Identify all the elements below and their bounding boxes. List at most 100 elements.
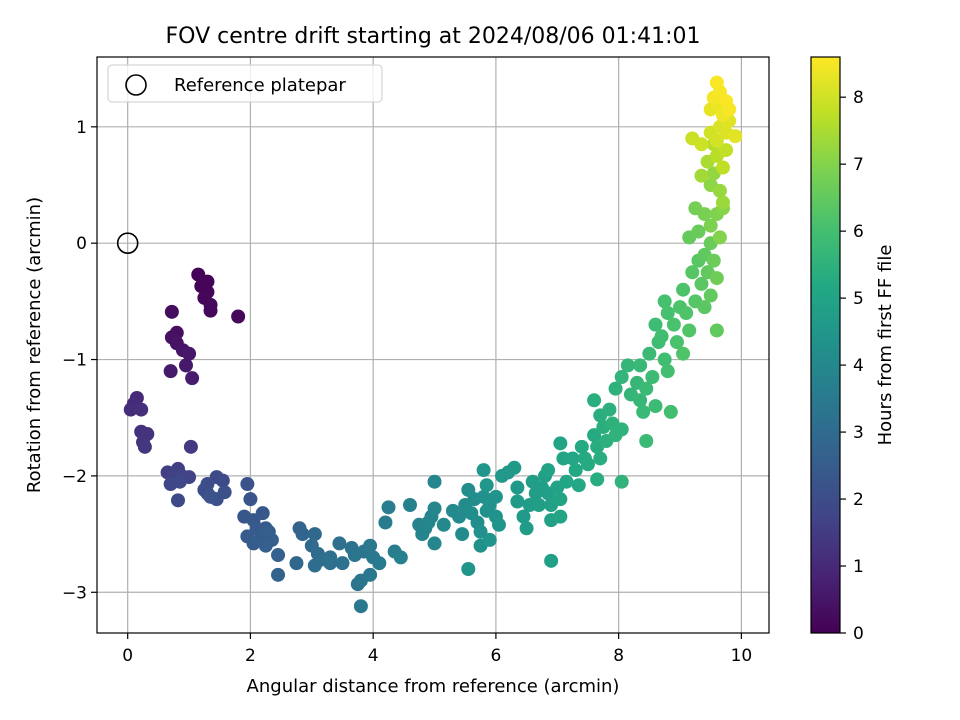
scatter-point: [182, 346, 197, 361]
data-points: [123, 75, 743, 614]
scatter-point: [307, 527, 322, 542]
scatter-point: [482, 532, 497, 547]
scatter-point: [363, 567, 378, 582]
scatter-point: [614, 422, 629, 437]
scatter-point: [715, 160, 730, 175]
scatter-point: [178, 358, 193, 373]
scatter-point: [215, 473, 230, 488]
scatter-point: [648, 317, 663, 332]
x-tick-label: 6: [490, 646, 501, 666]
scatter-point: [697, 300, 712, 315]
scatter-point: [669, 335, 684, 350]
scatter-point: [633, 358, 648, 373]
legend: Reference platepar: [107, 64, 383, 103]
legend-marker-icon: [125, 74, 147, 96]
scatter-point: [510, 494, 525, 509]
scatter-point: [363, 538, 378, 553]
scatter-point: [507, 460, 522, 475]
scatter-point: [645, 370, 660, 384]
scatter-point: [488, 489, 503, 504]
scatter-point: [580, 457, 595, 472]
y-tick-label: 0: [76, 234, 87, 254]
scatter-point: [712, 230, 727, 245]
scatter-point: [255, 506, 270, 521]
scatter-point: [660, 364, 675, 379]
scatter-point: [691, 224, 706, 239]
scatter-point: [719, 143, 734, 158]
scatter-point: [709, 133, 724, 148]
x-tick-label: 2: [245, 646, 256, 666]
scatter-point: [123, 402, 138, 417]
scatter-point: [332, 536, 347, 551]
plot-frame: [96, 56, 770, 634]
chart-title: FOV centre drift starting at 2024/08/06 …: [166, 24, 701, 49]
scatter-point: [163, 364, 178, 379]
scatter-point: [593, 451, 608, 466]
scatter-point: [436, 517, 451, 532]
scatter-point: [639, 434, 654, 448]
y-tick-label: −2: [62, 467, 87, 487]
scatter-point: [473, 524, 488, 539]
scatter-point: [602, 402, 617, 417]
scatter-point: [381, 500, 396, 515]
scatter-point: [461, 562, 476, 576]
scatter-point: [633, 393, 648, 408]
scatter-point: [709, 323, 724, 338]
scatter-point: [183, 439, 198, 454]
scatter-point: [231, 309, 246, 324]
x-axis-ticks: 0 2 4 6 8 10: [122, 633, 752, 666]
scatter-point: [614, 370, 629, 384]
scatter-point: [697, 207, 712, 222]
scatter-point: [660, 306, 675, 320]
y-axis-label: Rotation from reference (arcmin): [24, 197, 45, 493]
scatter-point: [510, 480, 525, 495]
reference-marker: [116, 232, 139, 254]
scatter-point: [335, 556, 350, 571]
colorbar-tick-label: 6: [853, 222, 864, 242]
scatter-point: [289, 556, 304, 571]
scatter-point: [679, 306, 694, 320]
scatter-point: [608, 381, 623, 396]
scatter-point: [648, 399, 663, 414]
scatter-point: [553, 509, 568, 524]
scatter-point: [654, 329, 669, 344]
scatter-point: [217, 485, 232, 500]
legend-entry-reference: Reference platepar: [174, 75, 346, 96]
x-tick-label: 10: [731, 646, 753, 666]
colorbar-tick-label: 1: [853, 557, 864, 577]
scatter-point: [137, 439, 152, 454]
scatter-point: [240, 477, 255, 492]
scatter-point: [519, 521, 534, 536]
scatter-point: [712, 183, 727, 198]
scatter-point: [639, 381, 654, 396]
scatter-point: [620, 358, 635, 373]
scatter-point: [728, 129, 743, 144]
colorbar-tick-label: 5: [853, 289, 864, 309]
scatter-point: [479, 478, 494, 493]
scatter-point: [295, 527, 310, 542]
scatter-point: [541, 463, 556, 478]
scatter-point: [614, 474, 629, 489]
scatter-point: [657, 352, 672, 367]
scatter-point: [553, 492, 568, 507]
scatter-point: [682, 323, 697, 338]
x-tick-label: 0: [122, 646, 133, 666]
scatter-point: [427, 501, 442, 516]
scatter-point: [553, 436, 568, 451]
grid-lines: [97, 57, 769, 633]
colorbar-tick-label: 3: [853, 423, 864, 443]
legend-box: [107, 64, 383, 103]
scatter-point: [565, 451, 580, 466]
scatter-point: [544, 553, 559, 568]
scatter-point: [261, 524, 276, 539]
scatter-point: [427, 474, 442, 489]
scatter-point: [657, 294, 672, 309]
scatter-point: [455, 527, 470, 542]
y-tick-label: −3: [62, 583, 87, 603]
x-axis-label: Angular distance from reference (arcmin): [247, 676, 620, 697]
colorbar-gradient: [810, 56, 841, 634]
scatter-point: [323, 550, 338, 565]
scatter-point: [134, 402, 149, 417]
scatter-point: [587, 393, 602, 408]
colorbar-tick-label: 0: [853, 624, 864, 644]
